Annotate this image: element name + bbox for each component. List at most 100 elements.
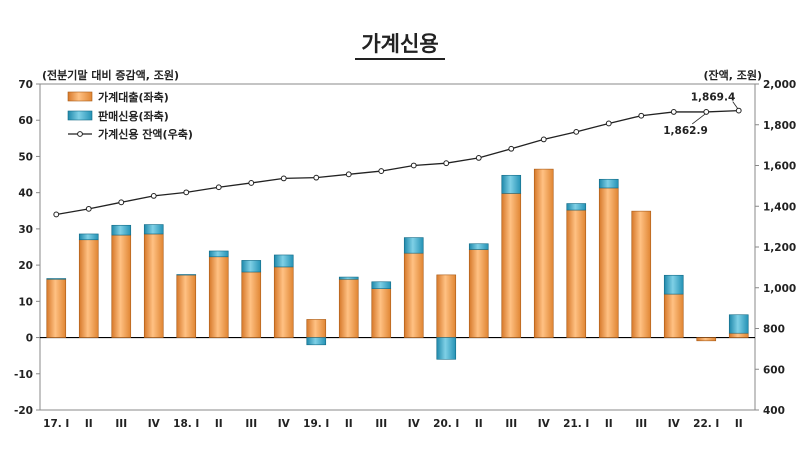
x-axis-tick-label: III bbox=[375, 418, 387, 430]
balance-point bbox=[248, 180, 255, 186]
left-axis-tick-label: 20 bbox=[18, 260, 33, 272]
bar-household-loan bbox=[208, 256, 229, 338]
left-axis-tick-label: 60 bbox=[18, 115, 33, 127]
x-axis-tick-label: II bbox=[85, 418, 93, 430]
balance-point bbox=[118, 199, 125, 206]
bar-sales-credit bbox=[143, 224, 164, 235]
bar-household-loan bbox=[696, 337, 717, 342]
bar-sales-credit bbox=[338, 276, 359, 280]
right-axis-tick-label: 600 bbox=[763, 364, 785, 376]
bar-sales-credit bbox=[78, 233, 99, 241]
bar-household-loan bbox=[338, 278, 359, 338]
bar-household-loan bbox=[598, 187, 619, 338]
bar-household-loan bbox=[111, 234, 132, 338]
x-axis-tick-label: 22. I bbox=[693, 418, 719, 430]
right-axis-tick-label: 1,200 bbox=[763, 242, 796, 254]
bar-sales-credit bbox=[501, 174, 522, 194]
bar-household-loan bbox=[371, 288, 392, 338]
balance-point bbox=[53, 211, 60, 218]
balance-point bbox=[183, 189, 190, 196]
balance-point bbox=[605, 120, 612, 127]
legend-label-balance: 가계신용 잔액(우축) bbox=[98, 127, 193, 141]
balance-point bbox=[280, 175, 287, 182]
bar-household-loan bbox=[631, 210, 652, 338]
balance-line bbox=[56, 109, 739, 216]
x-axis-tick-label: 17. I bbox=[43, 418, 69, 430]
left-axis-tick-label: 0 bbox=[26, 333, 33, 345]
x-axis-tick-label: III bbox=[505, 418, 517, 430]
x-axis-tick-label: III bbox=[635, 418, 647, 430]
x-axis-tick-label: III bbox=[115, 418, 127, 430]
balance-point bbox=[378, 168, 385, 174]
x-axis-tick-label: IV bbox=[148, 418, 161, 430]
bar-sales-credit bbox=[46, 278, 67, 280]
right-axis-tick-label: 2,000 bbox=[763, 79, 796, 91]
right-axis-tick-label: 1,400 bbox=[763, 201, 796, 213]
balance-point bbox=[345, 171, 352, 178]
left-axis-tick-label: 40 bbox=[18, 188, 33, 200]
left-axis-unit-label: (전분기말 대비 증감액, 조원) bbox=[42, 69, 180, 82]
bar-sales-credit bbox=[371, 281, 392, 289]
annotation-leader-previous bbox=[692, 113, 706, 125]
bar-household-loan bbox=[306, 319, 327, 338]
bar-household-loan bbox=[728, 332, 749, 338]
left-axis-tick-label: 50 bbox=[18, 151, 33, 163]
bar-household-loan bbox=[436, 274, 457, 338]
bar-sales-credit bbox=[566, 203, 587, 211]
bar-household-loan bbox=[46, 278, 67, 338]
legend-swatch-sales-credit bbox=[67, 110, 93, 121]
bar-sales-credit bbox=[468, 243, 489, 250]
bar-household-loan bbox=[143, 233, 164, 338]
legend-swatch-household-loan bbox=[67, 91, 93, 102]
bar-household-loan bbox=[501, 193, 522, 338]
title-underline bbox=[355, 58, 445, 60]
balance-point bbox=[638, 112, 645, 119]
bar-household-loan bbox=[273, 266, 294, 338]
bar-household-loan bbox=[566, 209, 587, 338]
balance-point bbox=[313, 174, 320, 181]
bar-sales-credit bbox=[273, 254, 294, 268]
balance-point bbox=[443, 160, 450, 167]
balance-point bbox=[410, 162, 417, 169]
bar-sales-credit bbox=[436, 337, 457, 360]
balance-point bbox=[508, 145, 515, 152]
bar-sales-credit bbox=[176, 274, 197, 276]
left-axis-tick-label: 70 bbox=[18, 79, 33, 91]
left-axis-tick-label: 10 bbox=[18, 296, 33, 308]
left-axis-tick-label: -20 bbox=[14, 405, 33, 417]
balance-point bbox=[475, 155, 482, 161]
x-axis-tick-label: IV bbox=[408, 418, 421, 430]
right-axis-unit-label: (잔액, 조원) bbox=[703, 69, 762, 82]
left-axis-tick-label: -10 bbox=[14, 369, 33, 381]
bar-household-loan bbox=[241, 271, 262, 338]
bar-sales-credit bbox=[663, 274, 684, 295]
bar-household-loan bbox=[78, 239, 99, 338]
balance-point bbox=[735, 107, 742, 114]
right-axis-tick-label: 1,000 bbox=[763, 283, 796, 295]
balance-point bbox=[150, 192, 157, 199]
x-axis-tick-label: II bbox=[735, 418, 743, 430]
x-axis-tick-label: II bbox=[215, 418, 223, 430]
left-axis-tick-label: 30 bbox=[18, 224, 33, 236]
bar-sales-credit bbox=[728, 314, 749, 334]
bar-sales-credit bbox=[403, 237, 424, 254]
annotation-leader-latest bbox=[732, 101, 739, 109]
balance-point bbox=[215, 184, 222, 191]
x-axis-tick-label: IV bbox=[538, 418, 551, 430]
bar-household-loan bbox=[533, 168, 554, 338]
balance-point bbox=[85, 205, 92, 212]
right-axis-tick-label: 1,600 bbox=[763, 161, 796, 173]
balance-point bbox=[573, 128, 580, 135]
annotation-label-latest: 1,869.4 bbox=[691, 92, 736, 104]
balance-point bbox=[670, 109, 677, 115]
legend-label-household-loan: 가계대출(좌축) bbox=[98, 90, 169, 104]
x-axis-tick-label: III bbox=[245, 418, 257, 430]
x-axis-tick-label: II bbox=[475, 418, 483, 430]
x-axis-tick-label: IV bbox=[668, 418, 681, 430]
right-axis-tick-label: 800 bbox=[763, 324, 785, 336]
x-axis-tick-label: 19. I bbox=[303, 418, 329, 430]
bar-household-loan bbox=[403, 252, 424, 338]
legend-swatch-balance-marker bbox=[77, 131, 83, 137]
right-axis-tick-label: 1,800 bbox=[763, 120, 796, 132]
